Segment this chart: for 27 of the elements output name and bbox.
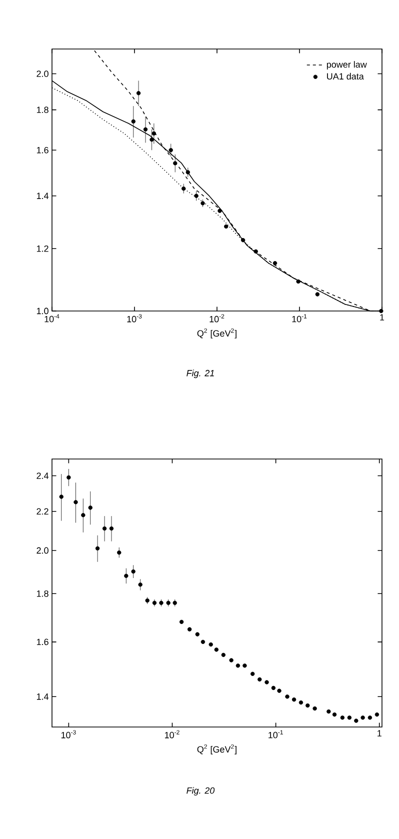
y-tick-label: 2.0 [36, 70, 48, 77]
x-tick-label: 10$^{-1}$ [292, 314, 307, 322]
x-tick-label: 10$^{-3}$ [127, 314, 142, 322]
y-tick-label: 1.4 [36, 192, 49, 199]
x-tick-label: 10$^{-1}$ [268, 730, 283, 738]
x-tick-label: 1 [380, 314, 384, 320]
x-tick-label: 10$^{-4}$ [44, 314, 60, 322]
legend-label: power law [326, 61, 367, 70]
x-axis-title: Q$^{2}$ [GeV$^{2}$] [197, 744, 236, 754]
x-tick-label: 10$^{-2}$ [165, 730, 180, 738]
y-tick-label: 2.2 [36, 508, 48, 515]
y-tick-label: 1.2 [36, 245, 48, 252]
x-tick-label: 10$^{-2}$ [210, 314, 224, 322]
y-tick-label: 2.0 [36, 547, 48, 554]
y-tick-label: 1.8 [36, 106, 48, 114]
y-tick-label: 1.6 [36, 146, 48, 154]
caption: Fig. 20 [186, 787, 215, 796]
x-tick-label: 10$^{-3}$ [61, 730, 76, 738]
caption: Fig. 21 [186, 370, 214, 378]
x-tick-label: 1 [378, 730, 382, 736]
y-tick-label: 1.0 [36, 308, 48, 314]
x-axis-title: Q$^{2}$ [GeV$^{2}$] [197, 328, 236, 338]
y-tick-label: 1.6 [36, 638, 48, 646]
legend-label: UA1 data [327, 72, 364, 80]
y-tick-label: 1.4 [36, 694, 49, 700]
y-tick-label: 2.4 [36, 472, 49, 479]
y-tick-label: 1.8 [36, 590, 48, 597]
